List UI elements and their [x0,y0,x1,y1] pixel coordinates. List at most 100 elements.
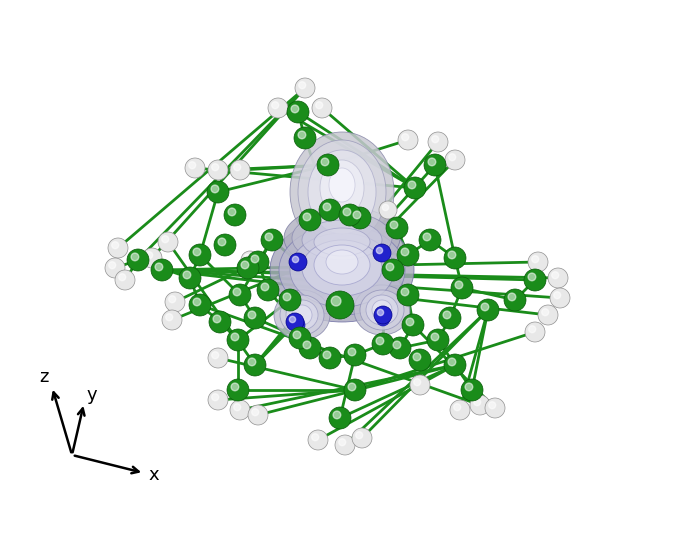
Circle shape [439,307,461,329]
Circle shape [211,185,219,193]
Circle shape [291,105,299,113]
Circle shape [179,267,201,289]
Circle shape [552,272,559,278]
Circle shape [193,248,201,256]
Circle shape [525,322,545,342]
Circle shape [376,247,383,254]
Circle shape [237,257,259,279]
Circle shape [109,262,115,269]
Circle shape [524,269,546,291]
Circle shape [286,313,304,331]
Circle shape [227,379,249,401]
Circle shape [386,263,394,271]
Circle shape [331,296,341,306]
Ellipse shape [284,206,400,270]
Ellipse shape [279,225,405,315]
Circle shape [268,98,288,118]
Ellipse shape [308,150,376,234]
Circle shape [329,407,351,429]
Circle shape [209,311,231,333]
Circle shape [542,308,549,316]
Circle shape [428,158,436,166]
Circle shape [424,154,446,176]
Circle shape [208,160,228,180]
Ellipse shape [376,310,390,326]
Circle shape [317,154,339,176]
Circle shape [414,379,421,385]
Circle shape [489,402,496,409]
Circle shape [448,358,456,366]
Circle shape [401,288,409,296]
Circle shape [257,279,279,301]
Circle shape [294,127,316,149]
Circle shape [445,150,465,170]
Circle shape [348,383,356,391]
Circle shape [406,318,414,326]
Circle shape [162,236,168,243]
Ellipse shape [274,290,330,340]
Circle shape [183,271,191,279]
Circle shape [423,233,430,241]
Circle shape [372,333,394,355]
Circle shape [450,400,470,420]
Circle shape [228,208,236,216]
Circle shape [323,203,331,211]
Ellipse shape [320,160,364,216]
Circle shape [231,383,239,391]
Circle shape [189,162,196,169]
Circle shape [247,251,269,273]
Circle shape [326,291,354,319]
Circle shape [408,181,416,189]
Circle shape [382,259,404,281]
Circle shape [189,244,211,266]
Circle shape [299,337,321,359]
Circle shape [234,403,240,411]
Circle shape [449,154,456,161]
Circle shape [252,409,259,416]
Circle shape [356,432,363,438]
Circle shape [374,306,392,324]
Circle shape [131,253,139,261]
Circle shape [454,403,460,411]
Ellipse shape [286,300,318,330]
Ellipse shape [329,168,355,202]
Circle shape [295,78,315,98]
Ellipse shape [291,317,305,333]
Circle shape [142,248,162,268]
Circle shape [319,199,341,221]
Circle shape [248,358,256,366]
Circle shape [165,292,185,312]
Circle shape [344,379,366,401]
Circle shape [158,232,178,252]
Circle shape [444,247,466,269]
Ellipse shape [302,220,382,260]
Circle shape [528,252,548,272]
Ellipse shape [292,212,392,264]
Circle shape [443,311,451,319]
Circle shape [151,259,173,281]
Circle shape [308,430,328,450]
Circle shape [248,405,268,425]
Circle shape [207,181,229,203]
Circle shape [230,160,250,180]
Text: y: y [87,386,97,404]
Circle shape [299,209,321,231]
Circle shape [343,208,351,216]
Circle shape [321,158,329,166]
Circle shape [404,177,426,199]
Ellipse shape [302,240,382,296]
Circle shape [251,255,259,263]
Circle shape [373,244,391,262]
Circle shape [293,331,301,339]
Circle shape [508,293,516,301]
Circle shape [470,395,490,415]
Circle shape [382,204,388,211]
Circle shape [319,347,341,369]
Circle shape [303,213,311,221]
Ellipse shape [366,295,398,325]
Circle shape [146,252,153,259]
Circle shape [553,292,561,299]
Circle shape [465,383,473,391]
Circle shape [402,134,409,141]
Circle shape [389,337,411,359]
